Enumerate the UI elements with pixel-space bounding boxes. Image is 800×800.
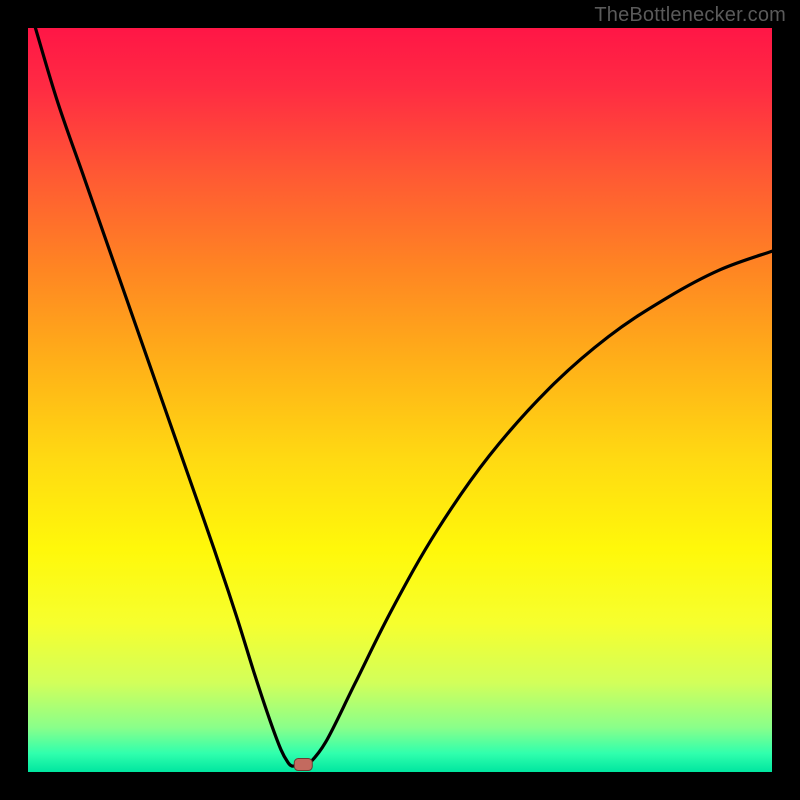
plot-background-gradient — [28, 28, 772, 772]
watermark-text: TheBottlenecker.com — [594, 4, 786, 27]
plot-area — [28, 28, 772, 772]
